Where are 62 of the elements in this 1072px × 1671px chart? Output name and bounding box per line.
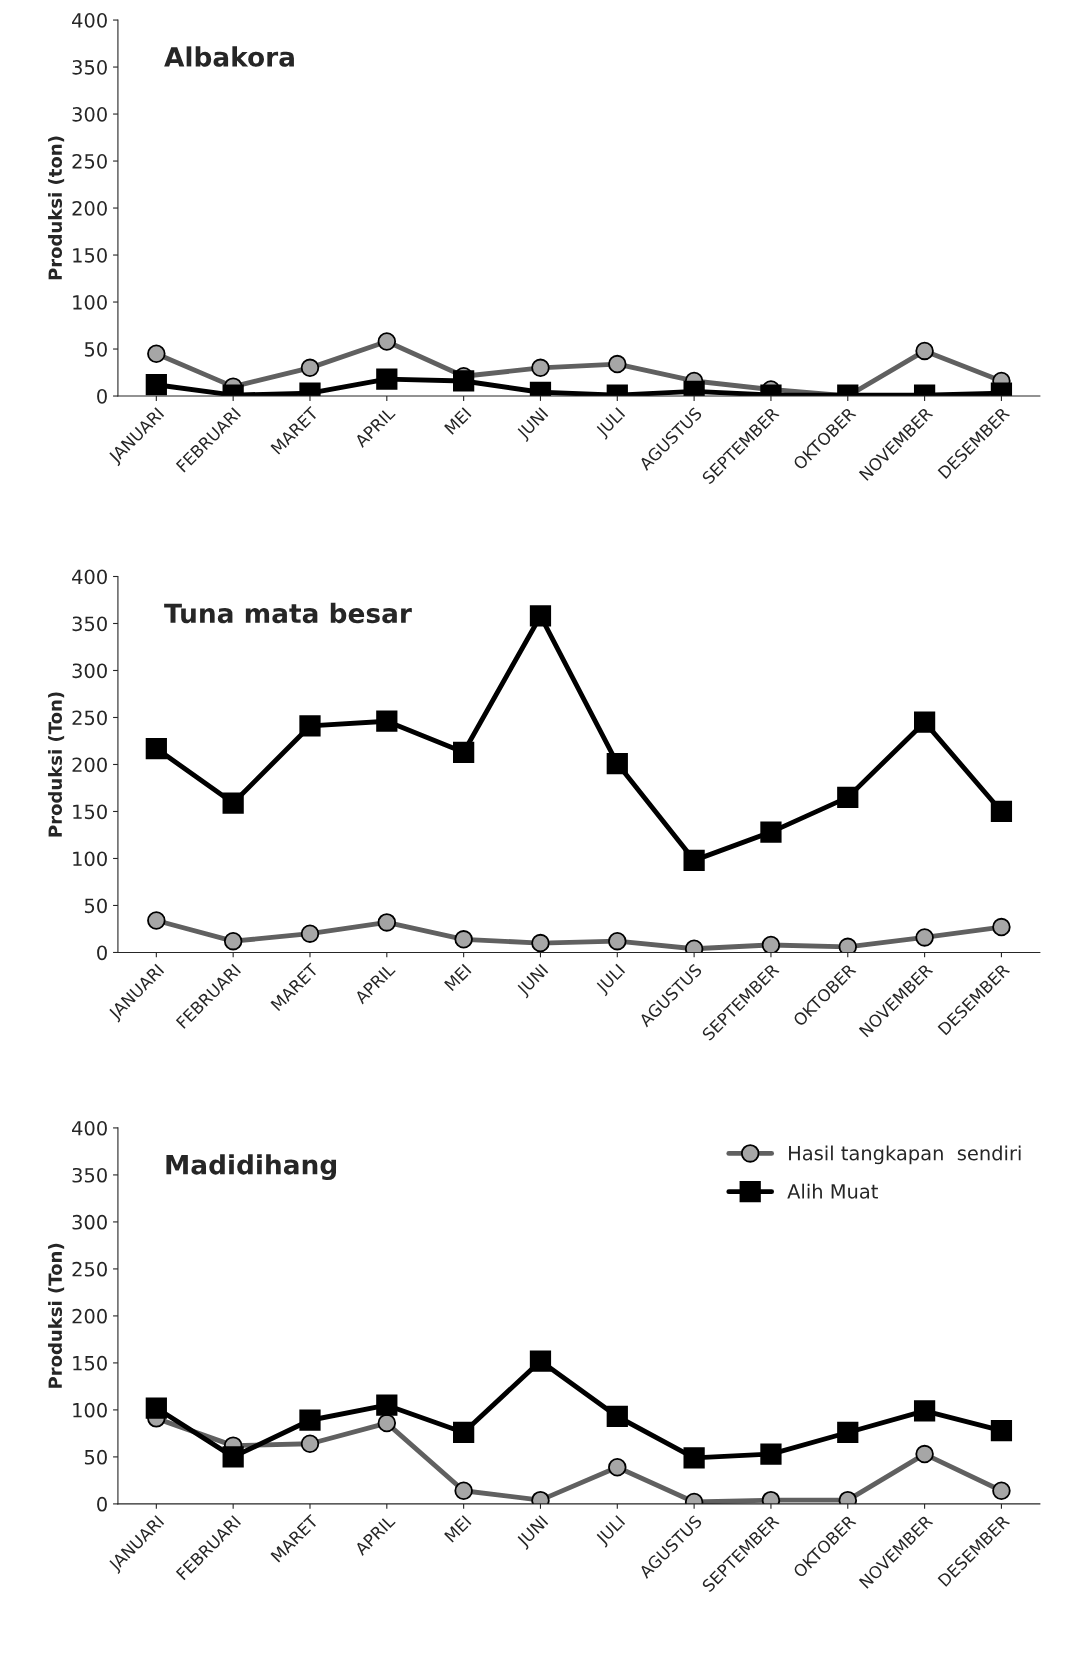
y-tick-label: 300 <box>72 663 107 679</box>
point <box>837 786 859 809</box>
point <box>376 1394 398 1416</box>
x-tick-label: MEI <box>444 407 472 435</box>
point <box>222 1446 244 1468</box>
point <box>529 1350 552 1372</box>
y-tick-label: 50 <box>84 1449 107 1465</box>
text: Albakora <box>164 46 294 67</box>
point <box>683 849 705 871</box>
y-tick-label: 100 <box>73 294 107 310</box>
y-tick-label: 300 <box>72 1214 107 1230</box>
y-tick-label: 0 <box>97 945 107 961</box>
y-tick-label: 250 <box>72 1261 107 1277</box>
legend-label: Hasil tangkapan sendiri <box>789 1145 1021 1165</box>
point <box>145 1397 167 1419</box>
y-axis-title: Produksi (Ton) <box>48 1243 65 1388</box>
point <box>529 605 552 627</box>
y-tick-label: 50 <box>84 898 107 914</box>
y-tick-label: 100 <box>73 851 107 867</box>
y-tick-label: 300 <box>72 107 107 122</box>
x-tick-label: MEI <box>444 1515 472 1543</box>
legend-label: Alih Muat <box>787 1183 878 1199</box>
y-tick-label: 250 <box>72 710 107 726</box>
y-tick-label: 150 <box>73 247 107 263</box>
y-axis-title: Produksi (ton) <box>48 136 65 280</box>
point <box>837 1421 859 1444</box>
point <box>222 792 244 814</box>
y-tick-label: 200 <box>72 757 107 773</box>
point <box>760 821 782 843</box>
y-tick-label: 0 <box>97 388 107 404</box>
point <box>145 737 167 760</box>
point <box>683 1447 705 1469</box>
point <box>606 1405 628 1428</box>
y-tick-label: 250 <box>72 154 107 169</box>
text: Tuna mata besar <box>164 602 412 624</box>
point <box>299 715 321 737</box>
y-tick-label: 350 <box>72 616 107 632</box>
y-tick-label: 150 <box>73 1355 107 1371</box>
point <box>990 800 1013 823</box>
point <box>990 1419 1013 1442</box>
point <box>376 710 398 732</box>
y-tick-label: 400 <box>72 13 107 28</box>
point <box>453 741 475 763</box>
point <box>913 711 936 733</box>
y-tick-label: 150 <box>73 804 107 820</box>
point <box>299 1409 321 1431</box>
y-tick-label: 200 <box>72 201 107 216</box>
y-axis-title: Produksi (Ton) <box>48 692 65 837</box>
point <box>606 752 628 775</box>
y-tick-label: 50 <box>84 341 107 357</box>
point <box>913 1400 936 1422</box>
point <box>453 1421 475 1444</box>
y-tick-label: 350 <box>72 60 107 75</box>
point <box>760 1443 782 1465</box>
y-tick-label: 200 <box>72 1308 107 1324</box>
y-tick-label: 400 <box>72 569 107 585</box>
x-tick-label: MEI <box>444 963 472 992</box>
y-tick-label: 400 <box>72 1120 107 1136</box>
y-tick-label: 100 <box>73 1402 107 1418</box>
y-tick-label: 350 <box>72 1167 107 1183</box>
y-tick-label: 0 <box>97 1496 107 1512</box>
text: Madidihang <box>166 1154 337 1180</box>
